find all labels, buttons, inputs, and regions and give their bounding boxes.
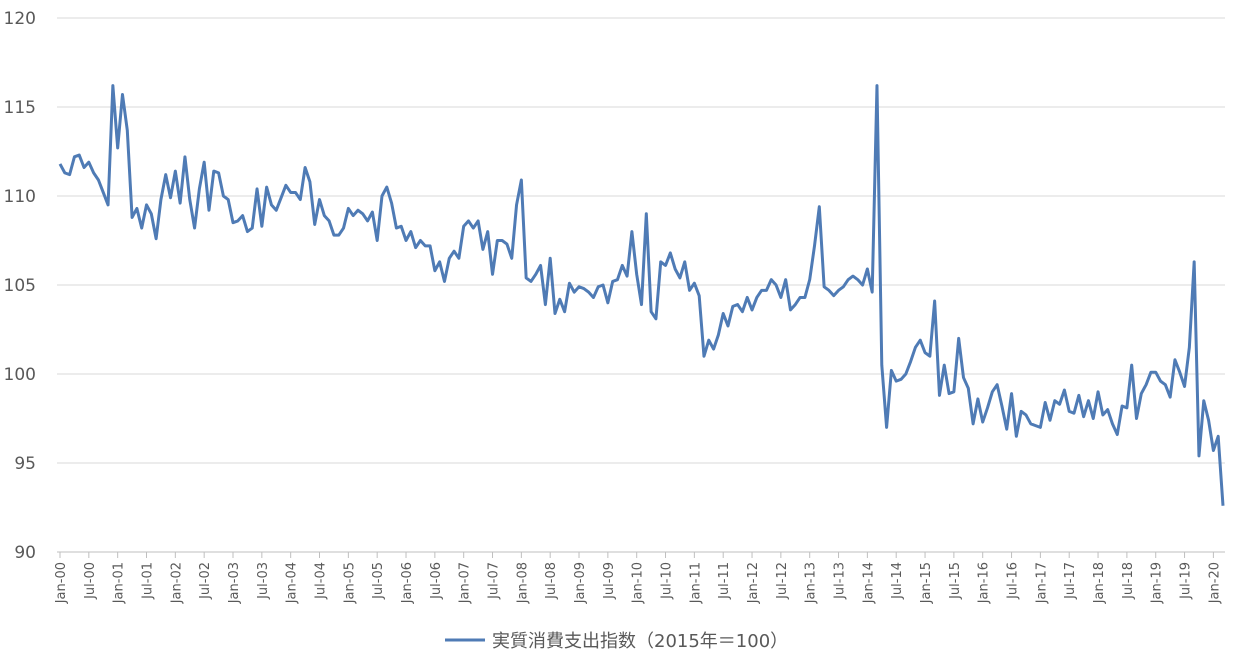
x-tick-label: Jul-18 xyxy=(1121,562,1136,600)
x-tick-label: Jan-14 xyxy=(861,562,876,604)
x-tick-label: Jul-03 xyxy=(256,562,271,600)
series-line xyxy=(58,84,1225,506)
series-layer xyxy=(58,84,1225,506)
y-tick-label: 90 xyxy=(14,543,36,563)
x-axis xyxy=(57,551,1225,558)
x-tick-label: Jan-03 xyxy=(227,562,242,604)
gridlines xyxy=(57,17,1225,464)
x-tick-label: Jul-10 xyxy=(660,562,675,600)
x-tick-label: Jan-13 xyxy=(804,562,819,604)
x-tick-label: Jan-17 xyxy=(1034,562,1049,604)
x-tick-label: Jan-18 xyxy=(1092,562,1107,604)
x-tick-label: Jul-02 xyxy=(198,562,213,600)
y-tick-label: 95 xyxy=(14,454,36,474)
x-tick-label: Jul-13 xyxy=(833,562,848,600)
legend: 実質消費支出指数（2015年＝100） xyxy=(445,631,788,652)
y-tick-label: 120 xyxy=(4,9,36,29)
x-tick-label: Jan-05 xyxy=(342,562,357,604)
x-tick-label: Jul-19 xyxy=(1179,562,1194,600)
x-tick-label: Jan-20 xyxy=(1207,562,1222,604)
x-tick-label: Jan-01 xyxy=(112,562,127,604)
x-tick-label: Jul-16 xyxy=(1006,562,1021,600)
x-tick-label: Jan-08 xyxy=(515,562,530,604)
x-tick-label: Jul-12 xyxy=(775,562,790,600)
x-tick-label: Jul-08 xyxy=(544,562,559,600)
x-tick-label: Jan-12 xyxy=(746,562,761,604)
x-tick-label: Jan-11 xyxy=(688,562,703,604)
x-tick-label: Jul-17 xyxy=(1063,562,1078,600)
x-tick-label: Jul-11 xyxy=(717,562,732,600)
legend-label: 実質消費支出指数（2015年＝100） xyxy=(492,631,788,652)
y-tick-label: 105 xyxy=(4,276,36,296)
x-tick-label: Jan-04 xyxy=(285,562,300,604)
x-tick-label: Jul-07 xyxy=(487,562,502,600)
x-tick-label: Jul-09 xyxy=(602,562,617,600)
y-tick-label: 100 xyxy=(4,365,36,385)
y-axis-tick-labels: 90 95 100 105 110 115 120 xyxy=(4,9,36,563)
x-tick-label: Jul-15 xyxy=(948,562,963,600)
x-tick-label: Jan-07 xyxy=(458,562,473,604)
x-axis-tick-labels: Jan-00 Jul-00 Jan-01 Jul-01 Jan-02 Jul-02 Jan-… xyxy=(54,562,1222,604)
x-tick-label: Jan-06 xyxy=(400,562,415,604)
x-tick-label: Jan-09 xyxy=(573,562,588,604)
x-tick-label: Jan-19 xyxy=(1150,562,1165,604)
x-tick-label: Jan-00 xyxy=(54,562,69,604)
y-tick-label: 115 xyxy=(4,98,36,118)
x-tick-label: Jul-04 xyxy=(314,562,329,600)
x-tick-label: Jan-15 xyxy=(919,562,934,604)
x-tick-label: Jan-02 xyxy=(169,562,184,604)
y-tick-label: 110 xyxy=(4,187,36,207)
x-tick-label: Jul-00 xyxy=(83,562,98,600)
x-tick-label: Jul-14 xyxy=(890,562,905,600)
x-tick-label: Jan-10 xyxy=(631,562,646,604)
x-tick-label: Jan-16 xyxy=(977,562,992,604)
x-tick-label: Jul-06 xyxy=(429,562,444,600)
x-tick-label: Jul-01 xyxy=(141,562,156,600)
x-tick-label: Jul-05 xyxy=(371,562,386,600)
